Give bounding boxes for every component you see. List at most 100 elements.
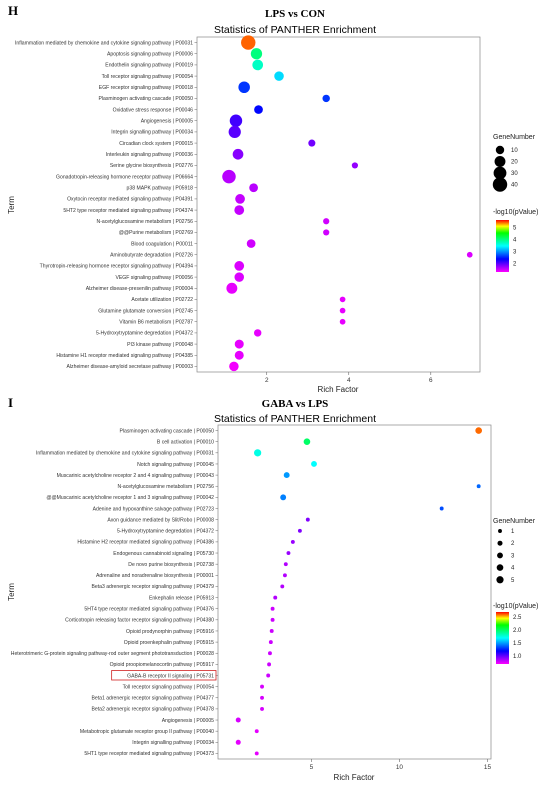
data-point bbox=[234, 350, 244, 360]
term-label: B cell activation | P00010 bbox=[157, 440, 214, 446]
data-point bbox=[274, 71, 284, 81]
data-point bbox=[268, 640, 273, 645]
term-label: Aminobutyrate degradation | P02726 bbox=[110, 253, 193, 259]
data-point bbox=[269, 629, 274, 633]
highlight-box bbox=[111, 670, 217, 681]
data-point bbox=[234, 339, 244, 349]
data-point bbox=[232, 148, 244, 160]
data-point bbox=[254, 751, 259, 756]
term-label: Alzheimer disease-presenilin pathway | P… bbox=[86, 286, 193, 292]
term-label: 5HT2 type receptor mediated signaling pa… bbox=[63, 208, 193, 214]
x-tick-label: 10 bbox=[396, 764, 404, 771]
data-point bbox=[238, 81, 250, 94]
plot-frame bbox=[217, 424, 492, 760]
data-point bbox=[260, 684, 264, 689]
data-point bbox=[270, 606, 275, 611]
color-legend-label: 3 bbox=[513, 249, 517, 255]
size-legend-label: 10 bbox=[511, 148, 518, 154]
data-point bbox=[339, 307, 346, 314]
data-point bbox=[235, 194, 245, 204]
data-point bbox=[254, 105, 263, 114]
term-label: 5HT1 type receptor mediated signaling pa… bbox=[84, 751, 214, 757]
color-legend-title: -log10(pValue) bbox=[493, 209, 538, 216]
data-point bbox=[466, 251, 473, 258]
data-point bbox=[351, 162, 359, 169]
data-point bbox=[229, 361, 239, 372]
term-label: Serine glycine biosynthesis | P02776 bbox=[110, 163, 193, 169]
term-label: Circadian clock system | P00015 bbox=[119, 141, 193, 147]
term-label: Adenine and hypoxanthine salvage pathway… bbox=[93, 506, 215, 512]
data-point bbox=[270, 617, 275, 622]
term-label: @@Muscarinic acetylcholine receptor 1 an… bbox=[46, 495, 214, 501]
term-label: Opioid proenkephalin pathway | P05915 bbox=[124, 640, 214, 646]
data-point bbox=[234, 272, 244, 282]
data-point bbox=[234, 261, 245, 271]
color-legend-label: 2 bbox=[513, 262, 517, 268]
chart-title: Statistics of PANTHER Enrichment bbox=[214, 24, 376, 36]
term-label: Heterotrimeric G-protein signaling pathw… bbox=[11, 651, 214, 657]
term-label: Plasminogen activating cascade | P00050 bbox=[120, 428, 215, 434]
data-point bbox=[305, 517, 310, 522]
data-point bbox=[254, 729, 259, 734]
color-legend-label: 2.5 bbox=[513, 615, 522, 621]
term-label: PI3 kinase pathway | P00048 bbox=[127, 342, 193, 348]
size-legend-dot bbox=[492, 177, 508, 192]
plot-frame bbox=[196, 36, 481, 373]
term-label: Beta2 adrenergic receptor signaling path… bbox=[91, 707, 214, 713]
chart-title: Statistics of PANTHER Enrichment bbox=[214, 413, 376, 425]
data-point bbox=[339, 296, 346, 303]
term-label: Muscarinic acetylcholine receptor 2 and … bbox=[57, 473, 215, 479]
data-point bbox=[475, 427, 482, 434]
term-label: Endogenous cannabinoid signaling | P0573… bbox=[113, 551, 214, 557]
term-label: 5HT4 type receptor mediated signaling pa… bbox=[84, 607, 214, 613]
data-point bbox=[222, 169, 236, 184]
term-label: Histamine H1 receptor mediated signaling… bbox=[56, 353, 193, 359]
term-label: Notch signaling pathway | P00045 bbox=[137, 462, 214, 468]
size-legend-title: GeneNumber bbox=[493, 518, 536, 525]
figure-title: LPS vs CON bbox=[265, 8, 325, 20]
data-point bbox=[246, 239, 256, 248]
x-tick-label: 2 bbox=[265, 377, 269, 384]
term-label: Glutamine glutamate conversion | P02745 bbox=[98, 308, 193, 314]
term-label: 5-Hydroxytryptamine degredation | P04372 bbox=[117, 529, 214, 535]
data-point bbox=[260, 695, 264, 700]
term-label: Thyrotropin-releasing hormone receptor s… bbox=[40, 264, 194, 270]
data-point bbox=[229, 114, 243, 127]
figure-title: GABA vs LPS bbox=[262, 398, 329, 410]
size-legend-title: GeneNumber bbox=[493, 134, 536, 141]
x-tick-label: 5 bbox=[310, 764, 314, 771]
data-point bbox=[297, 528, 302, 533]
data-point bbox=[268, 651, 272, 656]
color-legend-label: 2.0 bbox=[513, 628, 522, 634]
term-label: Blood coagulation | P00011 bbox=[131, 241, 193, 247]
x-tick-label: 15 bbox=[484, 764, 492, 771]
x-axis-title: Rich Factor bbox=[318, 385, 359, 394]
data-point bbox=[311, 461, 317, 467]
data-point bbox=[282, 573, 287, 578]
term-label: De novo purine biosynthesis | P02738 bbox=[128, 562, 214, 568]
term-label: Toll receptor signaling pathway | P00054 bbox=[123, 684, 215, 690]
data-point bbox=[280, 494, 287, 501]
legend: GeneNumber 10 20 30 40 -log10(pValue) 2 3 4 5 bbox=[492, 134, 538, 272]
term-label: Beta1 adrenergic receptor signaling path… bbox=[91, 696, 214, 702]
x-axis-title: Rich Factor bbox=[334, 773, 375, 782]
data-point bbox=[323, 229, 330, 236]
size-legend: 10 20 30 40 bbox=[492, 145, 518, 192]
size-legend-dot bbox=[496, 564, 504, 571]
panel-h: H LPS vs CON Statistics of PANTHER Enric… bbox=[7, 3, 538, 394]
panel-letter: H bbox=[8, 3, 18, 18]
size-legend-dot bbox=[495, 145, 505, 155]
term-label: Vitamin B6 metabolism | P02787 bbox=[119, 320, 193, 326]
data-point bbox=[252, 59, 264, 71]
data-point bbox=[226, 282, 238, 294]
term-label: N-acetylglucosamine metabolism | P02756 bbox=[97, 219, 194, 225]
size-legend-label: 40 bbox=[511, 183, 518, 189]
term-label: Enkephalin release | P05913 bbox=[149, 595, 214, 601]
term-label: Inflammation mediated by chemokine and c… bbox=[36, 451, 214, 457]
x-tick-label: 6 bbox=[429, 377, 433, 384]
term-label: Plasminogen activating cascade | P00050 bbox=[99, 96, 194, 102]
term-label: Acetate utilization | P02722 bbox=[131, 297, 193, 303]
color-legend-label: 1.5 bbox=[513, 641, 522, 647]
data-point bbox=[235, 717, 241, 723]
